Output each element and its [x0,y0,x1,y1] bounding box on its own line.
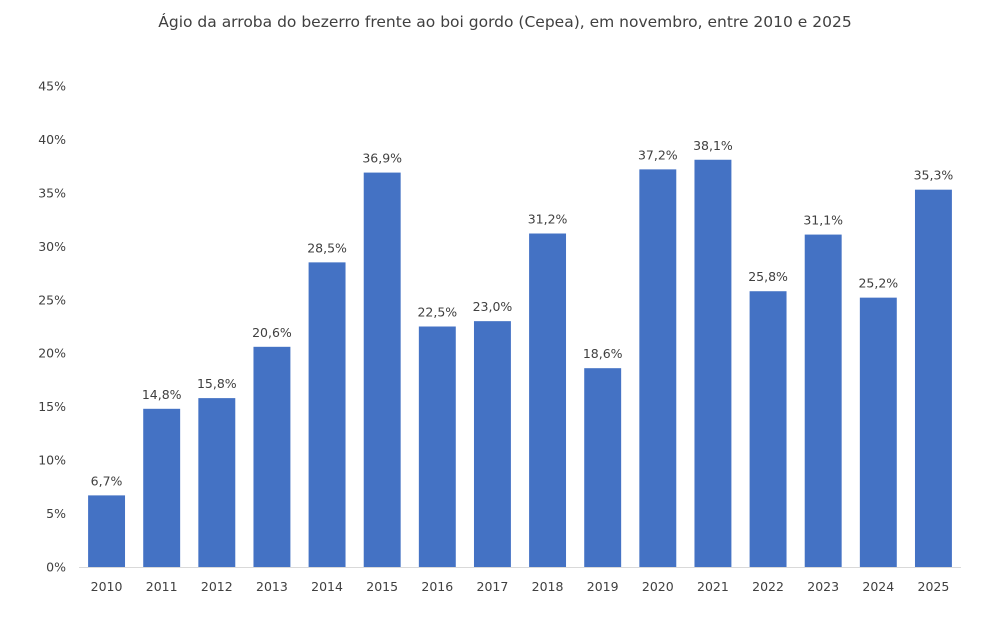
data-label-2018: 31,2% [528,212,568,227]
x-tick-label-2013: 2013 [256,579,288,594]
data-label-2020: 37,2% [638,147,678,162]
bar-2014 [308,262,346,567]
y-tick-label-30: 30% [38,239,66,254]
x-axis: 2010 2011 2012 2013 2014 2015 2016 2017 2018 2019… [91,579,950,594]
bar-2013 [253,346,291,567]
bar-2020 [639,169,677,567]
bar-2010 [88,495,126,567]
bar-2021 [694,159,732,567]
data-label-2022: 25,8% [748,269,788,284]
y-tick-label-0: 0% [46,560,66,575]
y-tick-label-5: 5% [46,506,66,521]
data-label-2016: 22,5% [417,305,457,320]
data-label-2014: 28,5% [307,240,347,255]
data-label-2010: 6,7% [91,473,123,488]
x-tick-label-2014: 2014 [311,579,343,594]
data-label-2023: 31,1% [803,213,843,228]
chart-title: Ágio da arroba do bezerro frente ao boi … [158,12,851,31]
data-label-2025: 35,3% [914,168,954,183]
bar-2024 [859,297,897,567]
bar-2023 [804,234,842,567]
x-tick-label-2025: 2025 [918,579,950,594]
bar-2025 [914,189,952,567]
x-tick-label-2017: 2017 [477,579,509,594]
bar-2016 [418,326,456,567]
y-tick-label-20: 20% [38,346,66,361]
data-label-2024: 25,2% [858,276,898,291]
bar-2011 [143,408,181,567]
data-label-2015: 36,9% [362,151,402,166]
y-tick-label-15: 15% [38,399,66,414]
bar-2015 [363,172,401,567]
y-tick-label-40: 40% [38,132,66,147]
y-tick-label-10: 10% [38,453,66,468]
x-tick-label-2016: 2016 [421,579,453,594]
y-tick-label-25: 25% [38,292,66,307]
x-tick-label-2010: 2010 [91,579,123,594]
bars-group [88,159,952,568]
bar-2017 [473,321,511,567]
y-tick-label-45: 45% [38,79,66,94]
y-tick-label-35: 35% [38,185,66,200]
bar-2012 [198,398,236,567]
bar-2022 [749,291,787,567]
data-label-2011: 14,8% [142,387,182,402]
x-tick-label-2021: 2021 [697,579,729,594]
x-tick-label-2012: 2012 [201,579,233,594]
data-label-2012: 15,8% [197,376,237,391]
x-tick-label-2020: 2020 [642,579,674,594]
data-labels-group: 6,7% 14,8% 15,8% 20,6% 28,5% 36,9% 22,5% 23,0% 3… [91,138,954,489]
x-tick-label-2019: 2019 [587,579,619,594]
bar-2018 [529,233,567,568]
x-tick-label-2018: 2018 [532,579,564,594]
data-label-2017: 23,0% [473,299,513,314]
x-tick-label-2023: 2023 [807,579,839,594]
data-label-2013: 20,6% [252,325,292,340]
y-axis: 0% 5% 10% 15% 20% 25% 30% 35% 40% 45% [38,79,66,575]
data-label-2021: 38,1% [693,138,733,153]
bar-2019 [584,368,622,567]
x-tick-label-2011: 2011 [146,579,178,594]
x-tick-label-2022: 2022 [752,579,784,594]
data-label-2019: 18,6% [583,346,623,361]
x-tick-label-2024: 2024 [862,579,894,594]
x-tick-label-2015: 2015 [366,579,398,594]
